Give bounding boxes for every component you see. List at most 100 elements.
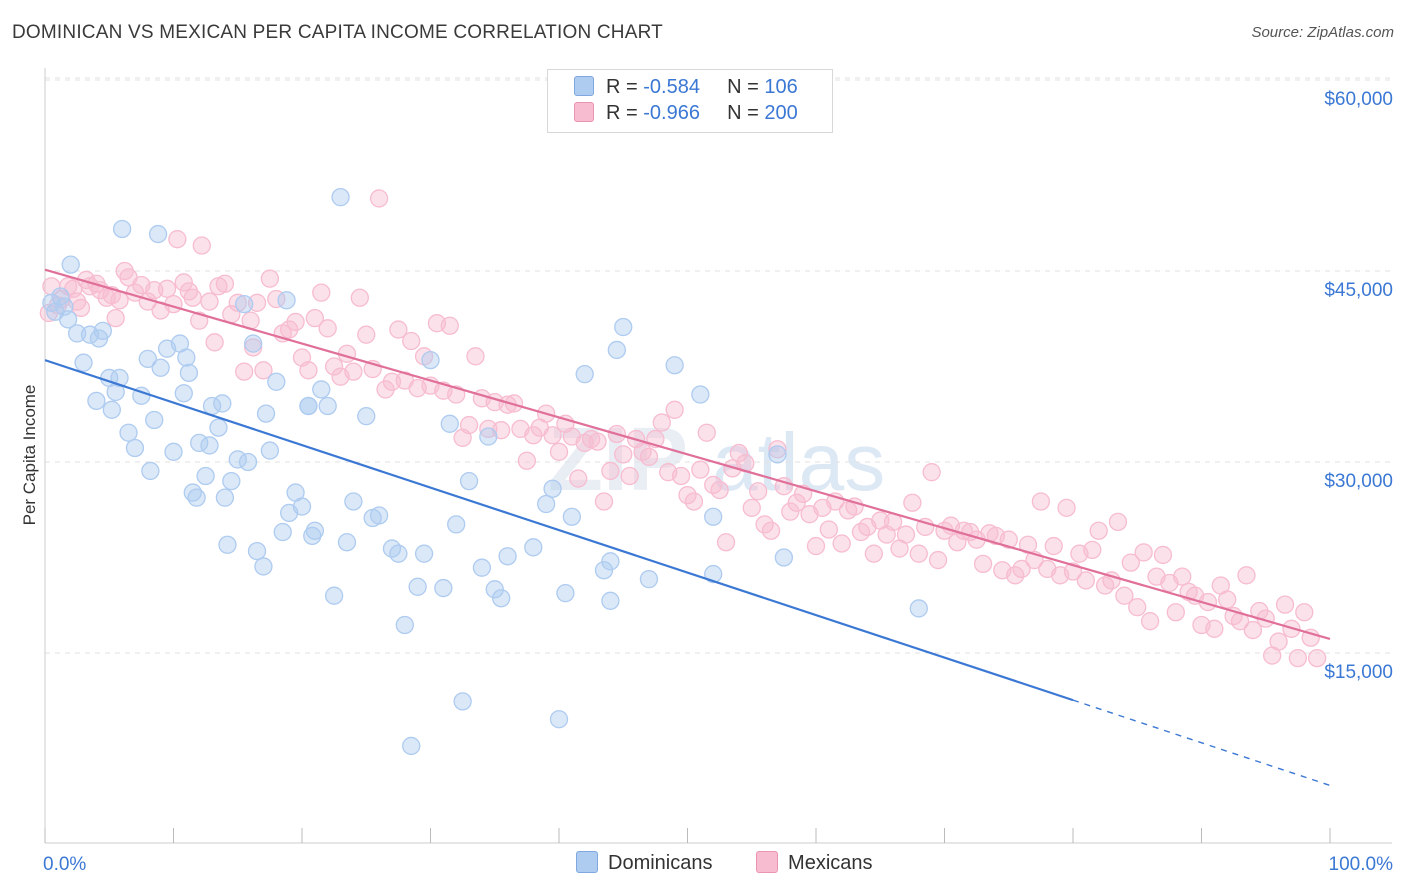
mexicans-point	[1089, 521, 1108, 540]
dominicans-point	[434, 578, 453, 598]
dominicans-point	[177, 348, 196, 367]
mexicans-point	[459, 415, 479, 435]
mexicans-point	[832, 534, 851, 553]
dominicans-point	[277, 291, 296, 310]
dominicans-point	[218, 535, 237, 554]
mexicans-point	[357, 325, 376, 344]
dominicans-point	[414, 544, 434, 563]
mexicans-point	[999, 530, 1018, 549]
dominicans-point	[260, 441, 280, 460]
legend-item-dominicans[interactable]: Dominicans	[576, 851, 712, 875]
dominicans-point	[447, 515, 466, 534]
y-tick-labels: $15,000 $30,000 $45,000 $60,000	[1324, 89, 1393, 683]
dominicans-point	[479, 427, 498, 446]
dominicans-point	[267, 372, 286, 391]
mexicans-point	[1115, 586, 1134, 605]
mexicans-point	[691, 460, 710, 479]
dominicans-point	[318, 396, 337, 416]
mexicans-point	[749, 482, 768, 501]
legend-n-label: N =	[727, 76, 759, 98]
dominicans-point	[174, 384, 193, 403]
dominicans-point	[299, 396, 318, 416]
mexicans-point	[948, 533, 967, 552]
dominicans-point	[74, 353, 93, 372]
y-axis-label: Per Capita Income	[20, 384, 39, 526]
series-dominicans	[42, 187, 928, 756]
dominicans-point	[324, 586, 344, 605]
mexicans-point	[447, 385, 466, 404]
dominicans-point	[303, 526, 322, 546]
mexicans-point	[710, 480, 729, 500]
mexicans-point	[1166, 603, 1185, 622]
dominicans-point	[312, 380, 331, 399]
mexicans-point	[1173, 567, 1192, 586]
dominicans-point	[614, 317, 633, 337]
mexicans-point	[228, 293, 247, 312]
dominicans-point	[369, 506, 389, 525]
mexicans-point	[594, 492, 614, 511]
dominicans-point	[209, 418, 228, 437]
mexicans-point	[742, 498, 761, 517]
dominicans-point	[235, 294, 254, 314]
mexicans-point	[369, 189, 389, 208]
mexicans-trend-line	[44, 268, 1331, 641]
mexicans-point	[1269, 632, 1288, 651]
mexicans-point	[639, 447, 659, 467]
mexicans-point	[440, 316, 459, 335]
dominicans-point	[774, 548, 794, 567]
dominicans-point	[549, 710, 569, 729]
mexicans-point	[864, 544, 883, 563]
legend-item-mexicans[interactable]: Mexicans	[756, 851, 873, 875]
dominicans-point	[179, 363, 199, 383]
dominicans-point	[556, 584, 575, 603]
mexicans-point	[588, 432, 607, 451]
legend-swatch-dominicans	[576, 851, 598, 873]
mexicans-point	[389, 320, 408, 339]
mexicans-point	[768, 440, 787, 459]
mexicans-point	[845, 497, 864, 516]
dominicans-point	[704, 564, 723, 584]
dominicans-point	[112, 219, 132, 239]
mexicans-point	[1237, 566, 1256, 585]
dominicans-point	[164, 442, 183, 461]
mexicans-point	[305, 308, 325, 328]
dominicans-point	[909, 599, 928, 618]
mexicans-point	[200, 292, 219, 311]
mexicans-point	[344, 362, 363, 381]
dominicans-point	[768, 445, 787, 464]
dominicans-point	[665, 356, 684, 375]
dominicans-point	[145, 410, 164, 430]
dominicans-point	[562, 507, 581, 526]
mexicans-point	[1301, 628, 1320, 647]
mexicans-point	[215, 274, 235, 293]
mexicans-point	[614, 445, 633, 464]
dominicans-point	[601, 552, 620, 571]
dominicans-point	[485, 580, 504, 599]
dominicans-point	[408, 577, 427, 596]
legend-n-value: 200	[764, 102, 798, 124]
mexicans-point	[157, 279, 177, 298]
svg-text:ZIP: ZIP	[548, 410, 688, 510]
mexicans-point	[1102, 571, 1121, 590]
dominicans-point	[704, 507, 723, 526]
dominicans-point	[601, 591, 620, 610]
mexicans-point	[916, 517, 935, 537]
y-tick-label: $60,000	[1324, 89, 1393, 110]
dominicans-point	[292, 497, 312, 516]
mexicans-point	[729, 443, 749, 463]
legend-label-mexicans: Mexicans	[788, 852, 873, 874]
dominicans-point	[472, 558, 492, 577]
mexicans-point	[909, 544, 928, 563]
mexicans-point	[1308, 648, 1327, 668]
mexicans-point	[928, 550, 948, 570]
dominicans-point	[256, 404, 276, 423]
series-legend: Dominicans Mexicans	[576, 851, 911, 875]
mexicans-point	[903, 493, 922, 512]
mexicans-point	[601, 461, 620, 481]
dominicans-point	[87, 391, 106, 411]
mexicans-point	[402, 331, 421, 351]
dominicans-point	[492, 589, 511, 608]
axes	[44, 68, 1392, 844]
dominicans-point	[138, 349, 157, 369]
mexicans-point	[1057, 498, 1076, 517]
